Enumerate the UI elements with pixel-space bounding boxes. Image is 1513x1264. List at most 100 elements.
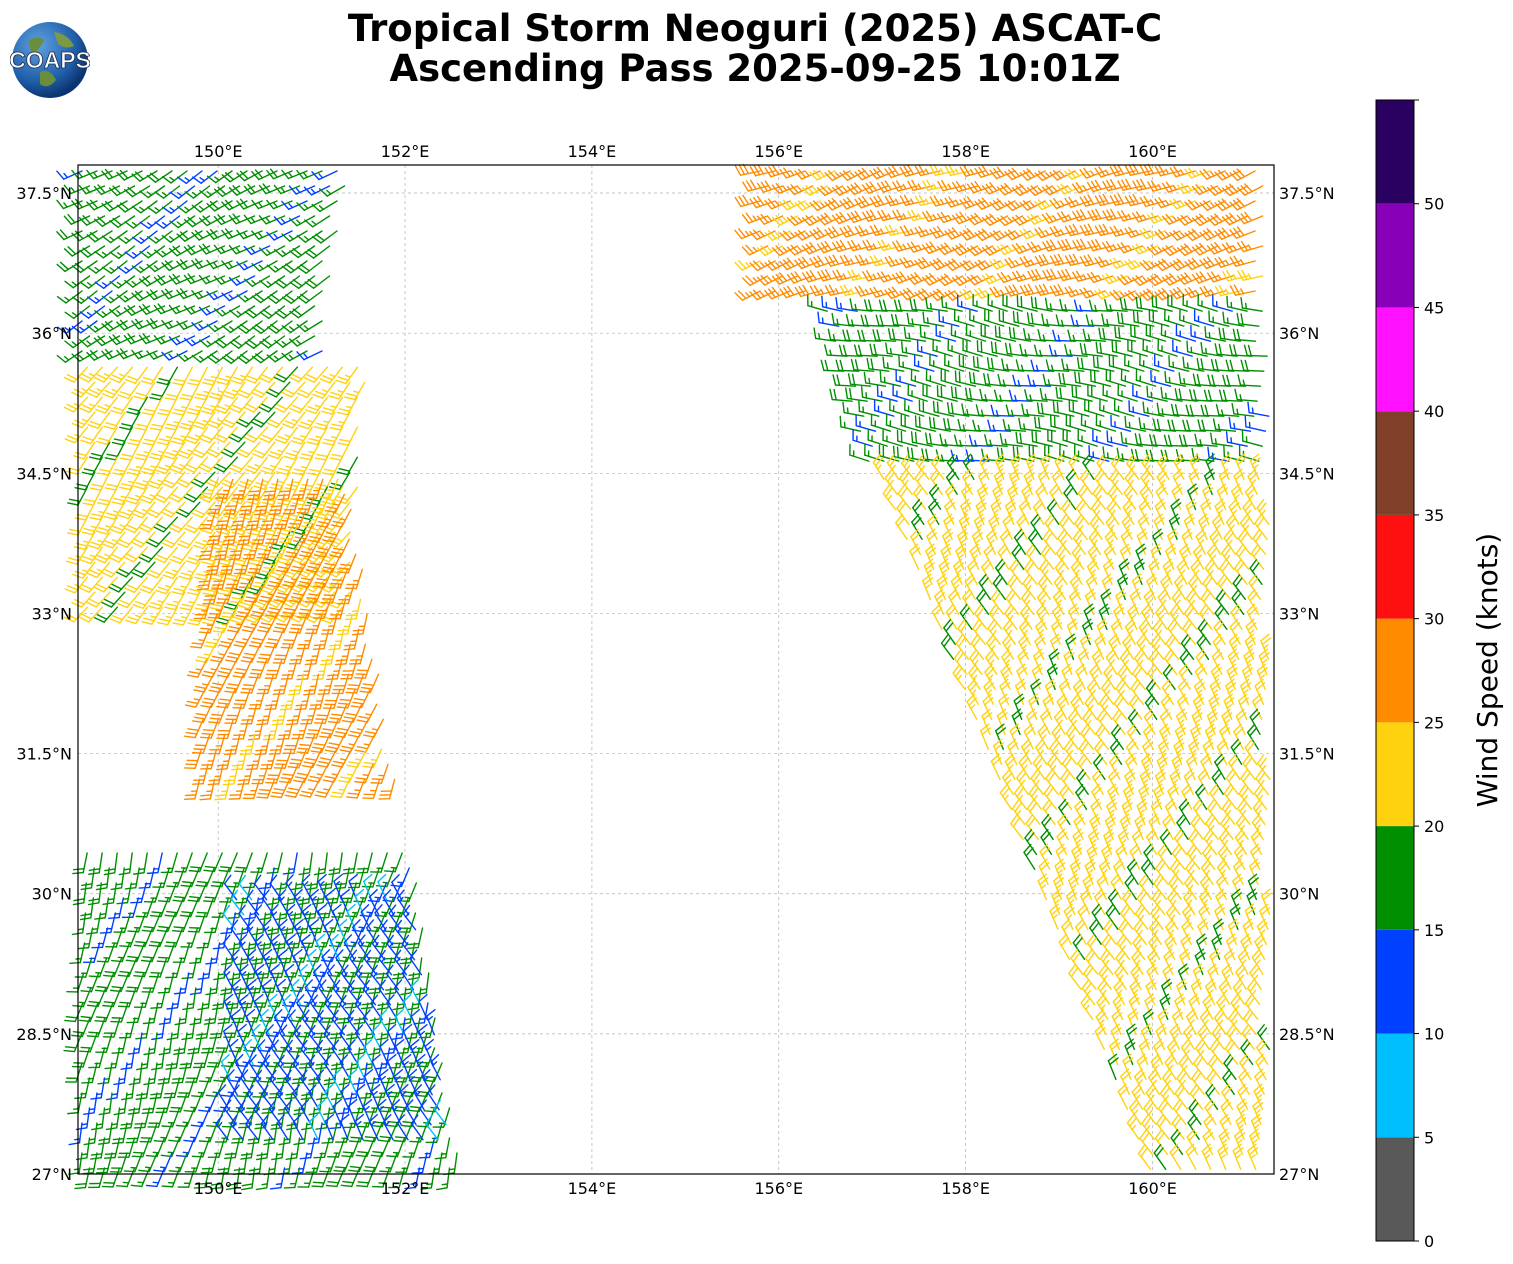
wind-barb [276,456,299,476]
wind-barb [296,230,323,243]
wind-barb [139,486,164,504]
wind-barb [869,343,893,357]
wind-barb [304,245,331,259]
wind-barb [1001,358,1025,372]
wind-barb [855,414,877,432]
wind-barb [1091,903,1104,931]
wind-barb [243,214,271,225]
wind-barb [64,1062,83,1083]
wind-barb [248,658,268,679]
wind-barb [71,260,98,274]
wind-barb [111,1122,128,1145]
colorbar-bin [1376,1137,1414,1241]
wind-barb [940,369,962,387]
wind-barb [376,1017,391,1041]
wind-barb [1143,843,1156,871]
wind-barb [216,583,235,604]
wind-barb [882,429,903,447]
wind-barb [243,426,269,443]
wind-barb [1131,1083,1144,1111]
colorbar-bin [1376,618,1414,723]
wind-barb [303,673,320,696]
wind-barb [909,543,921,571]
wind-barb [356,852,373,874]
wind-barb [976,340,998,357]
wind-barb [251,381,276,398]
wind-barb [1153,1144,1167,1171]
wind-barb [306,426,329,446]
wind-barb [1116,274,1144,286]
wind-barb [258,215,286,225]
wind-barb [879,370,902,387]
wind-barb [983,372,1007,387]
wind-barb [282,493,301,515]
colorbar-bin [1376,307,1414,412]
wind-barb [221,290,248,302]
wind-barb [1095,341,1118,357]
wind-barb [191,229,218,241]
wind-barb [101,381,126,399]
wind-barb [298,501,321,521]
wind-barb [218,628,240,648]
wind-barb [273,748,293,769]
lat-tick-label-left: 36°N [32,324,72,343]
wind-barb [244,927,259,951]
wind-barb [288,185,316,195]
wind-barb [336,396,359,416]
wind-barb [93,366,119,383]
wind-barb [1086,678,1100,706]
wind-barb [1077,428,1098,447]
wind-barb [183,718,204,739]
wind-barb [150,1047,166,1071]
wind-barb [1107,888,1121,916]
wind-barb [1240,296,1263,312]
wind-barb [1122,633,1135,661]
wind-barb [896,429,918,447]
wind-barb [69,942,86,965]
wind-barb [79,245,106,258]
wind-barb [101,230,128,244]
wind-barb [1092,355,1115,372]
wind-barb [271,703,288,726]
wind-barb [1049,415,1072,432]
wind-barb [207,493,226,515]
wind-barb [863,371,887,387]
wind-barb [273,396,299,413]
wind-barb [216,658,238,678]
wind-barb [258,245,286,257]
wind-barb [166,1017,181,1041]
wind-barb [1023,328,1047,342]
wind-barb [932,339,953,357]
wind-barb [56,229,83,241]
wind-barb [1229,284,1256,296]
wind-barb [86,591,111,608]
wind-barb [147,471,171,490]
wind-barb [245,748,263,771]
wind-barb [242,538,260,560]
wind-barb [275,553,297,573]
wind-barb [240,673,260,694]
wind-barb [124,275,151,288]
wind-barb [335,366,359,385]
wind-barb [1129,1098,1142,1126]
wind-barb [305,396,329,415]
wind-barb [1073,299,1098,312]
wind-barb [226,1069,238,1096]
wind-barb [1114,326,1137,342]
wind-barb [172,606,194,626]
wind-barb [87,531,111,550]
wind-barb [1012,445,1035,462]
wind-barb [320,643,336,666]
wind-barb [273,366,299,383]
wind-barb [935,324,957,342]
lat-tick-label-left: 28.5°N [16,1025,72,1044]
colorbar-tick-label: 50 [1424,195,1444,214]
wind-barb [353,1032,368,1056]
wind-barb [124,516,149,534]
wind-barb [345,673,365,694]
wind-barb [94,897,110,920]
wind-barb [343,381,366,401]
wind-barb [1214,284,1241,297]
wind-barb [1052,329,1077,342]
wind-barb [78,576,104,593]
